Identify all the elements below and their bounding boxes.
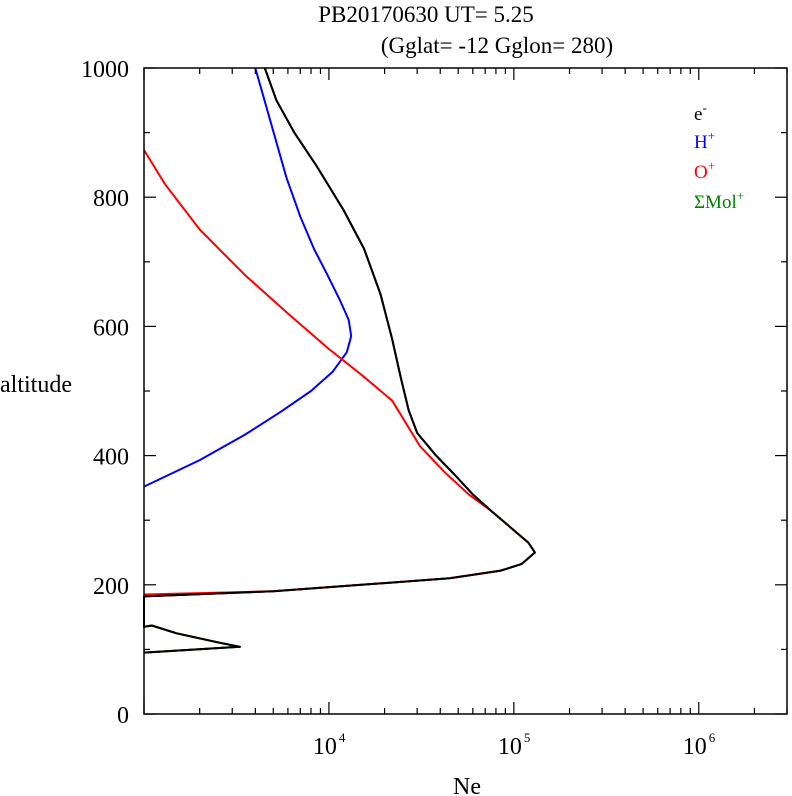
chart-title-line1: PB20170630 UT= 5.25 xyxy=(318,2,534,27)
plot-frame xyxy=(143,67,788,715)
axes xyxy=(143,67,788,715)
x-axis-label: Ne xyxy=(453,774,481,796)
y-axis-label: altitude xyxy=(0,372,72,398)
chart-title-line2: (Gglat= -12 Gglon= 280) xyxy=(381,33,613,58)
y-tick-label: 600 xyxy=(93,315,129,341)
x-tick-label: 10 xyxy=(313,734,337,760)
y-tick-label: 800 xyxy=(93,186,129,212)
y-tick-label: 400 xyxy=(93,445,129,471)
x-tick-label-exponent: 5 xyxy=(524,730,531,745)
x-tick-label: 10 xyxy=(683,734,707,760)
legend-entry-0: e- xyxy=(694,100,707,125)
legend-entry-1: H+ xyxy=(694,128,715,153)
y-tick-label: 0 xyxy=(117,703,129,729)
y-tick-label: 200 xyxy=(93,574,129,600)
y-tick-label: 1000 xyxy=(81,57,129,83)
legend: e- H+ O+ ΣMol+ xyxy=(694,100,744,213)
x-tick-label-exponent: 4 xyxy=(339,730,346,745)
legend-entry-3: ΣMol+ xyxy=(694,188,744,213)
x-tick-label-exponent: 6 xyxy=(709,730,716,745)
series-line-1 xyxy=(143,67,353,488)
series-line-0-overlay xyxy=(143,67,536,654)
legend-entry-2: O+ xyxy=(694,158,715,183)
series-line-2 xyxy=(143,149,536,596)
series-line-0 xyxy=(143,67,536,654)
plot-area xyxy=(143,67,536,654)
x-tick-label: 10 xyxy=(498,734,522,760)
